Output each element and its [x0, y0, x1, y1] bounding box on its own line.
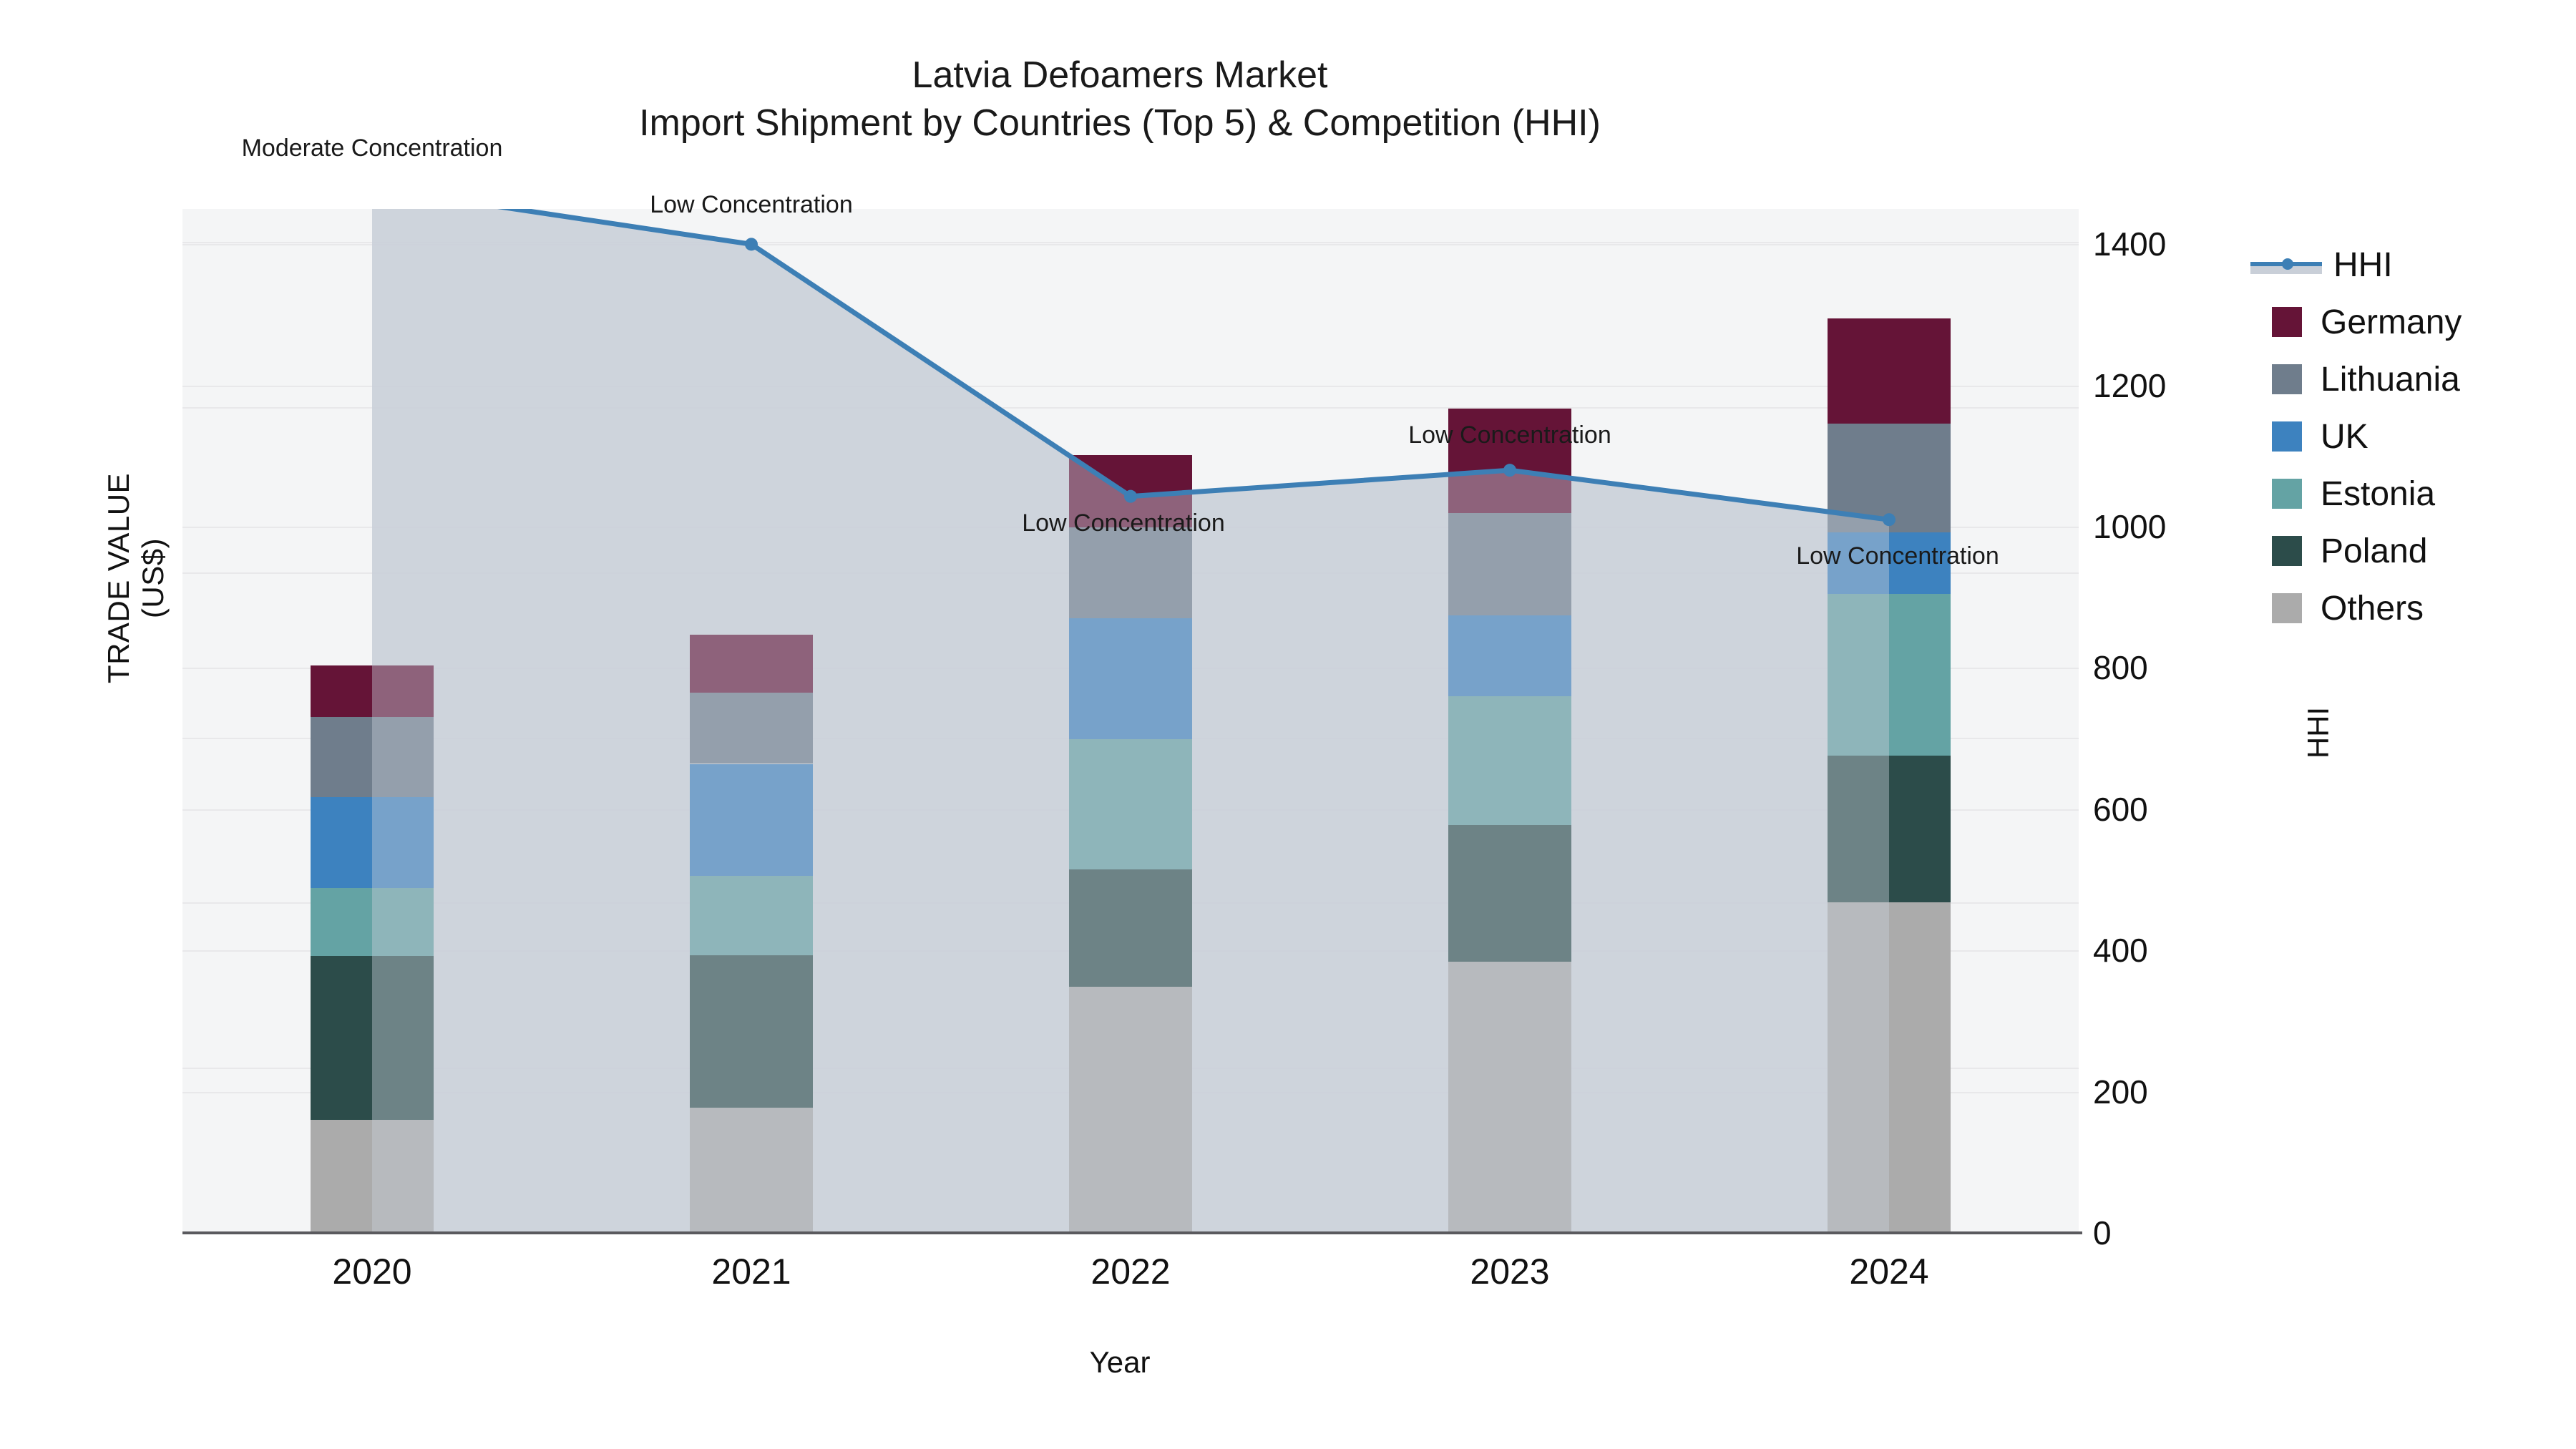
x-axis-line [182, 1231, 2082, 1234]
legend-item-estonia[interactable]: Estonia [2272, 465, 2572, 522]
annotation-2024: Low Concentration [1796, 542, 1999, 570]
y2-tick-label: 0 [2093, 1214, 2112, 1252]
legend-item-uk[interactable]: UK [2272, 408, 2572, 465]
bar-segment-uk-2021[interactable] [690, 763, 813, 877]
bar-segment-germany-2021[interactable] [690, 635, 813, 693]
y2-tick-label: 1400 [2093, 225, 2167, 263]
y2-tick-label: 400 [2093, 932, 2148, 970]
legend-swatch [2272, 421, 2302, 452]
bar-segment-lithuania-2021[interactable] [690, 693, 813, 764]
bar-segment-poland-2021[interactable] [690, 955, 813, 1108]
legend-item-germany[interactable]: Germany [2272, 293, 2572, 351]
bar-segment-others-2023[interactable] [1448, 962, 1571, 1233]
x-tick-label-2024: 2024 [1849, 1252, 1929, 1292]
x-axis-label: Year [1089, 1345, 1151, 1379]
y2-tick-label: 1200 [2093, 366, 2167, 404]
gridline [182, 242, 2079, 244]
annotation-2023: Low Concentration [1408, 421, 1611, 449]
bar-segment-others-2022[interactable] [1069, 987, 1192, 1233]
bar-segment-uk-2022[interactable] [1069, 618, 1192, 739]
bar-segment-estonia-2021[interactable] [690, 876, 813, 956]
y2-tick-label: 600 [2093, 790, 2148, 828]
y2-tick-label: 1000 [2093, 508, 2167, 546]
legend-item-hhi[interactable]: HHI [2250, 236, 2572, 293]
legend-label: Estonia [2321, 474, 2436, 513]
bar-segment-estonia-2024[interactable] [1828, 593, 1951, 756]
legend-label: Poland [2321, 532, 2428, 570]
bar-segment-lithuania-2022[interactable] [1069, 527, 1192, 619]
legend-label: Lithuania [2321, 360, 2460, 399]
bar-segment-others-2020[interactable] [311, 1119, 434, 1233]
bar-segment-lithuania-2024[interactable] [1828, 424, 1951, 533]
gridline [182, 385, 2079, 387]
bar-segment-uk-2020[interactable] [311, 796, 434, 888]
chart-subtitle: Import Shipment by Countries (Top 5) & C… [639, 102, 1601, 144]
bar-segment-estonia-2020[interactable] [311, 887, 434, 957]
bar-segment-poland-2024[interactable] [1828, 755, 1951, 903]
chart-title: Latvia Defoamers Market Import Shipment … [0, 52, 2240, 147]
annotation-2021: Low Concentration [650, 191, 853, 219]
y2-tick-label: 800 [2093, 649, 2148, 687]
annotation-2022: Low Concentration [1022, 509, 1225, 537]
bar-segment-others-2021[interactable] [690, 1107, 813, 1233]
bar-segment-poland-2023[interactable] [1448, 824, 1571, 962]
legend-item-others[interactable]: Others [2272, 580, 2572, 637]
plot-area [182, 209, 2079, 1233]
legend-swatch [2272, 364, 2302, 394]
bar-segment-germany-2020[interactable] [311, 665, 434, 717]
bar-segment-estonia-2023[interactable] [1448, 696, 1571, 825]
bar-segment-uk-2024[interactable] [1828, 532, 1951, 594]
legend-label: HHI [2333, 245, 2393, 284]
plot-inner [182, 209, 2079, 1233]
legend-swatch [2272, 307, 2302, 337]
bar-segment-poland-2020[interactable] [311, 956, 434, 1120]
y2-tick-label: 200 [2093, 1073, 2148, 1111]
bar-segment-germany-2024[interactable] [1828, 318, 1951, 424]
legend-swatch [2272, 536, 2302, 566]
legend-label: UK [2321, 417, 2368, 456]
gridline [182, 406, 2079, 409]
x-tick-label-2020: 2020 [332, 1252, 412, 1292]
chart-legend: HHI Germany Lithuania UK Estonia Poland Others [2250, 236, 2572, 637]
y-axis-label: TRADE VALUE (US$) [102, 472, 170, 684]
bar-segment-uk-2023[interactable] [1448, 615, 1571, 696]
annotation-2020: Moderate Concentration [241, 135, 503, 162]
legend-item-poland[interactable]: Poland [2272, 522, 2572, 580]
legend-swatch [2272, 479, 2302, 509]
chart-title-main: Latvia Defoamers Market [912, 54, 1328, 96]
legend-line-marker [2250, 255, 2322, 274]
x-tick-label-2021: 2021 [711, 1252, 791, 1292]
gridline [182, 244, 2079, 246]
bar-segment-poland-2022[interactable] [1069, 869, 1192, 987]
legend-label: Germany [2321, 303, 2462, 341]
bar-segment-others-2024[interactable] [1828, 902, 1951, 1233]
legend-label: Others [2321, 589, 2424, 628]
x-tick-label-2023: 2023 [1470, 1252, 1550, 1292]
bar-segment-lithuania-2020[interactable] [311, 716, 434, 797]
bar-segment-lithuania-2023[interactable] [1448, 512, 1571, 615]
legend-item-lithuania[interactable]: Lithuania [2272, 351, 2572, 408]
legend-swatch [2272, 593, 2302, 623]
x-tick-label-2022: 2022 [1091, 1252, 1171, 1292]
y2-axis-label: HHI [2301, 706, 2335, 759]
bar-segment-estonia-2022[interactable] [1069, 738, 1192, 870]
